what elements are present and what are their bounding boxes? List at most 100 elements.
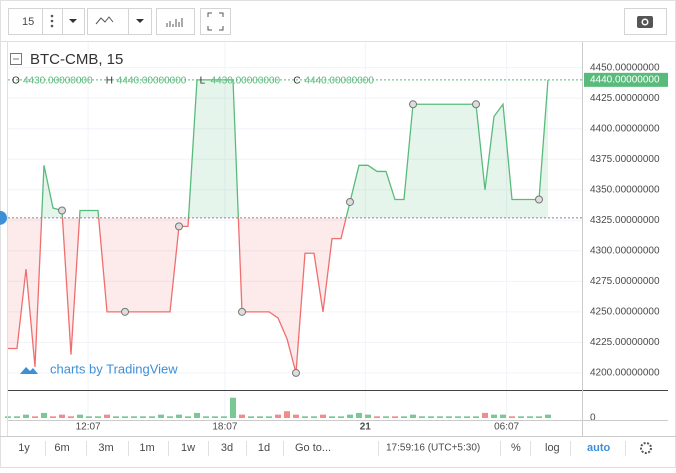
price-line-down <box>8 217 347 374</box>
y-tick-label: 4325.00000000 <box>590 215 660 226</box>
volume-bar <box>140 416 146 418</box>
baseline-handle <box>0 210 7 225</box>
volume-bar <box>194 412 200 418</box>
range-button[interactable]: 1m <box>139 442 154 454</box>
auto-button[interactable]: auto <box>587 442 611 454</box>
last-price-label: 4440.00000000 <box>590 74 660 85</box>
y-tick-label: 4375.00000000 <box>590 154 660 165</box>
volume-bar <box>383 416 389 418</box>
y-tick-label: 4250.00000000 <box>590 306 660 317</box>
volume-bar <box>176 414 182 418</box>
y-tick-label: 4425.00000000 <box>590 93 660 104</box>
volume-bar <box>365 414 371 418</box>
volume-bar <box>203 416 209 418</box>
range-button[interactable]: 1y <box>18 442 30 454</box>
settings-button[interactable] <box>640 442 652 454</box>
log-button[interactable]: log <box>545 442 560 454</box>
range-button[interactable]: 6m <box>54 442 69 454</box>
point-marker <box>346 197 354 206</box>
range-button[interactable]: 3m <box>98 442 113 454</box>
x-tick-label: 12:07 <box>76 422 101 433</box>
symbol: BTC-CMB, 15 <box>30 51 123 68</box>
watermark: charts by TradingView <box>50 361 178 376</box>
volume-bar <box>239 414 245 418</box>
volume-bar <box>104 414 110 418</box>
point-marker <box>472 100 480 109</box>
y-tick-label: 4400.00000000 <box>590 123 660 134</box>
volume-bar <box>356 412 362 418</box>
volume-bar <box>23 414 29 418</box>
range-button[interactable]: 1w <box>181 442 195 454</box>
volume-bar <box>329 416 335 418</box>
volume-bar <box>302 416 308 418</box>
volume-bar <box>545 414 551 418</box>
volume-bar <box>500 414 506 418</box>
last-price-box <box>584 72 668 87</box>
volume-bar <box>212 416 218 418</box>
volume-bar <box>257 416 263 418</box>
goto-button[interactable]: Go to... <box>295 442 331 454</box>
volume-bar <box>311 416 317 418</box>
volume-bar <box>77 414 83 418</box>
volume-bar <box>446 416 452 418</box>
volume-bar <box>482 412 488 418</box>
point-marker <box>238 307 246 316</box>
volume-bar <box>536 416 542 418</box>
clock: 17:59:16 (UTC+5:30) <box>386 443 480 454</box>
volume-bar <box>86 416 92 418</box>
volume-bar <box>113 416 119 418</box>
volume-bar <box>374 416 380 418</box>
volume-bar <box>59 414 65 418</box>
volume-bar <box>41 412 47 418</box>
volume-bar <box>428 416 434 418</box>
y-tick-label: 4350.00000000 <box>590 184 660 195</box>
volume-bar <box>230 397 236 418</box>
volume-bar <box>410 414 416 418</box>
volume-bar <box>320 414 326 418</box>
volume-bar <box>131 416 137 418</box>
chart-style-button[interactable] <box>87 8 152 35</box>
plot <box>0 42 582 420</box>
volume-bar <box>68 416 74 418</box>
volume-bar <box>167 416 173 418</box>
percent-button[interactable]: % <box>511 442 521 454</box>
volume-bar <box>32 416 38 418</box>
volume-bar <box>275 414 281 418</box>
volume-bar <box>527 416 533 418</box>
ohlc-value: 4440.00000000 <box>117 76 187 87</box>
y-tick-label: 4225.00000000 <box>590 337 660 348</box>
point-marker <box>292 368 300 377</box>
point-marker <box>175 222 183 231</box>
ohlc-value: 4430.00000000 <box>23 76 93 87</box>
volume-bar <box>248 416 254 418</box>
volume-bar <box>122 416 128 418</box>
volume-bar <box>347 414 353 418</box>
x-tick-label: 18:07 <box>212 422 237 433</box>
range-button[interactable]: 3d <box>221 442 233 454</box>
ohlc-legend: O 4430.00000000 H 4440.00000000 L 4430.000000… <box>12 76 374 87</box>
volume-bar <box>149 416 155 418</box>
bottom-bar: 1y 6m 3m 1m 1w 3d 1d Go to... 17:59:16 (UTC+5:30… <box>18 441 652 456</box>
point-marker <box>535 195 543 204</box>
volume-bar <box>221 416 227 418</box>
point-marker <box>121 307 129 316</box>
point-marker <box>58 206 66 215</box>
fullscreen-button[interactable] <box>200 8 231 35</box>
ohlc-key: H <box>106 76 113 87</box>
range-button[interactable]: 1d <box>258 442 270 454</box>
volume-bar <box>14 416 20 418</box>
ohlc-value: 4430.00000000 <box>211 76 281 87</box>
volume-bar <box>185 416 191 418</box>
volume-tick-label: 0 <box>590 413 596 424</box>
ohlc-key: O <box>12 76 20 87</box>
area-fill-up <box>41 79 548 218</box>
volume-bar <box>419 416 425 418</box>
ohlc-value: 4440.00000000 <box>304 76 374 87</box>
interval[interactable]: 15 <box>22 16 34 28</box>
x-tick-label: 21 <box>360 422 372 433</box>
volume-bar <box>491 414 497 418</box>
volume-bar <box>455 416 461 418</box>
volume-bar <box>95 416 101 418</box>
